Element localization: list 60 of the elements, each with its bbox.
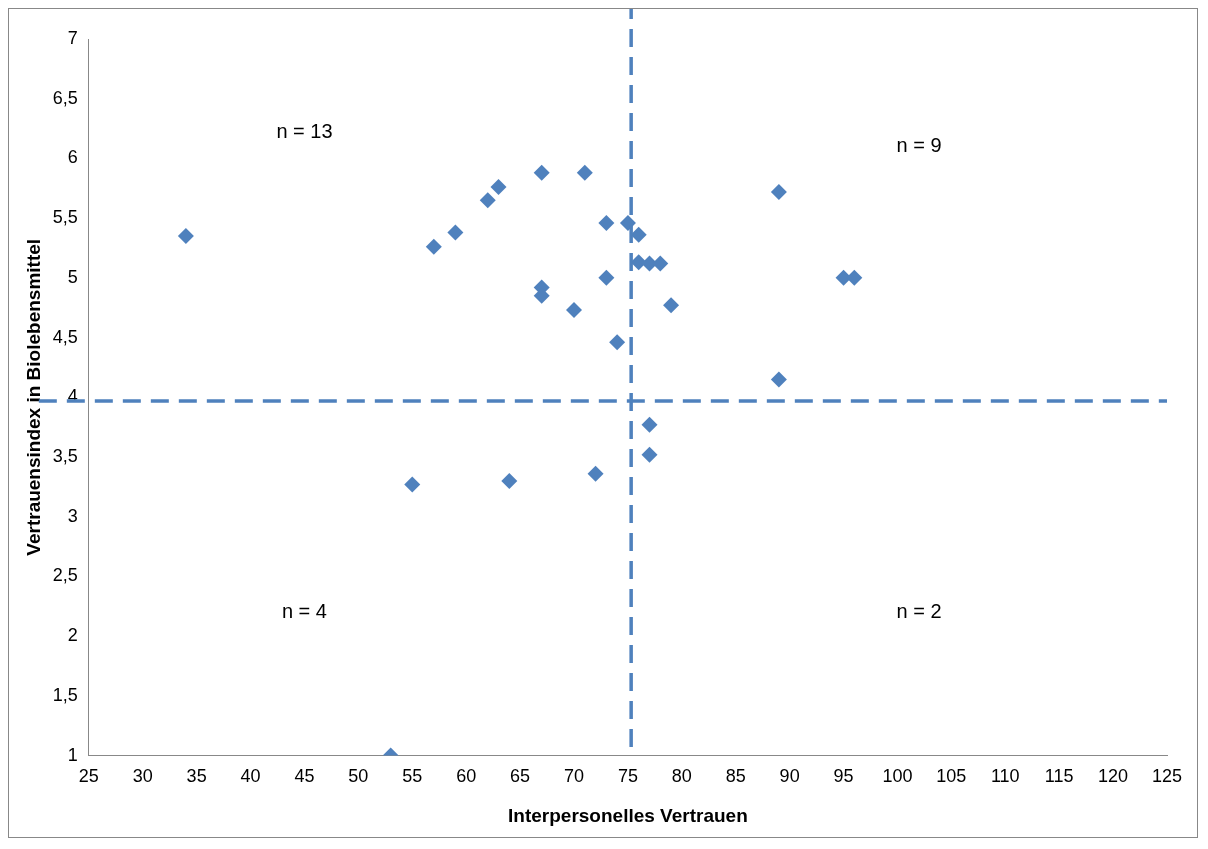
x-tick-label: 75 xyxy=(617,766,638,787)
point xyxy=(630,226,647,243)
x-tick-label: 105 xyxy=(936,766,967,787)
x-tick-label: 85 xyxy=(725,766,746,787)
point xyxy=(641,416,658,433)
x-tick-label: 115 xyxy=(1044,766,1074,787)
point xyxy=(663,297,680,314)
x-tick-label: 120 xyxy=(1098,766,1129,787)
y-tick-label: 5 xyxy=(67,266,78,287)
y-tick-label: 6 xyxy=(67,147,78,168)
annotation: n = 13 xyxy=(276,119,333,142)
x-tick-label: 65 xyxy=(510,766,531,787)
y-tick-label: 2 xyxy=(67,625,78,646)
y-tick-label: 1,5 xyxy=(52,684,78,705)
x-tick-label: 40 xyxy=(240,766,261,787)
point xyxy=(619,214,636,231)
y-tick-label: 3 xyxy=(67,505,78,526)
x-tick-label: 80 xyxy=(671,766,692,787)
y-tick-label: 5,5 xyxy=(52,207,78,228)
x-tick-label: 70 xyxy=(563,766,585,787)
point xyxy=(598,214,615,231)
x-tick-label: 100 xyxy=(882,766,913,787)
point xyxy=(641,446,658,463)
y-tick-label: 7 xyxy=(67,27,78,48)
x-tick-label: 110 xyxy=(990,766,1020,787)
y-tick-label: 6,5 xyxy=(52,87,78,108)
y-tick-label: 2,5 xyxy=(52,565,78,586)
point xyxy=(501,472,518,489)
x-tick-label: 35 xyxy=(186,766,207,787)
point xyxy=(479,192,496,209)
x-axis-title: Interpersonelles Vertrauen xyxy=(508,804,748,826)
point xyxy=(770,371,787,388)
x-tick-label: 50 xyxy=(348,766,369,787)
x-tick-label: 30 xyxy=(132,766,153,787)
annotation: n = 9 xyxy=(896,134,942,157)
x-tick-label: 45 xyxy=(294,766,315,787)
annotation: n = 4 xyxy=(281,599,327,622)
point xyxy=(770,183,787,200)
point xyxy=(533,164,550,181)
x-tick-label: 125 xyxy=(1151,766,1183,787)
point xyxy=(587,465,604,482)
point xyxy=(490,179,507,196)
point xyxy=(177,228,194,245)
x-tick-label: 55 xyxy=(402,766,423,787)
x-tick-label: 95 xyxy=(833,766,854,787)
y-tick-label: 3,5 xyxy=(52,445,78,466)
point xyxy=(609,334,626,351)
y-tick-label: 1 xyxy=(67,744,78,765)
x-tick-label: 25 xyxy=(78,766,99,787)
point xyxy=(576,164,593,181)
x-tick-label: 60 xyxy=(456,766,477,787)
point xyxy=(425,238,442,255)
point xyxy=(404,476,421,493)
y-axis-title: Vertrauensindex in Biolebensmittel xyxy=(22,238,44,556)
y-tick-label: 4,5 xyxy=(52,326,78,347)
point xyxy=(566,302,582,319)
x-tick-label: 90 xyxy=(779,766,800,787)
point xyxy=(447,224,464,241)
point xyxy=(598,269,615,286)
annotation: n = 2 xyxy=(896,599,942,622)
